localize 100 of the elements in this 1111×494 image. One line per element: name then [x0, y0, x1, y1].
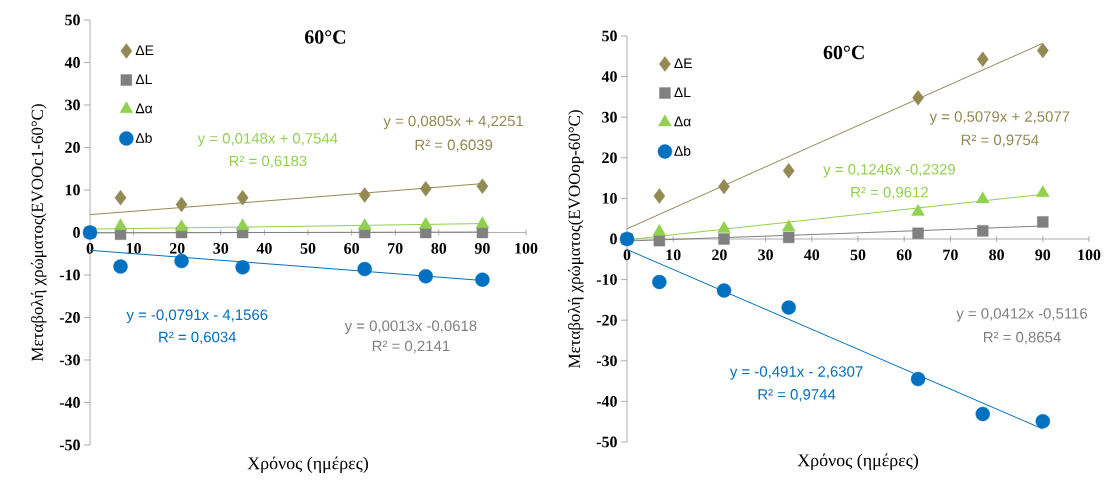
- y-tick-label: 10: [602, 193, 617, 204]
- annotation: R² = 0,2141: [372, 340, 450, 353]
- annotation: R² = 0,6183: [229, 155, 307, 169]
- annotation: R² = 0,6034: [159, 331, 237, 345]
- point: [717, 221, 731, 233]
- y-tick-label: 50: [65, 14, 80, 26]
- point: [976, 191, 990, 204]
- y-tick-label: -30: [596, 355, 617, 367]
- y-tick-label: -40: [59, 397, 80, 408]
- point: [475, 272, 490, 287]
- y-tick-label: -50: [59, 439, 80, 451]
- point: [782, 163, 795, 179]
- legend-label: ΔE: [674, 58, 692, 69]
- y-tick-label: -40: [596, 396, 617, 407]
- x-tick-label: 0: [86, 243, 94, 254]
- point: [653, 188, 666, 204]
- point: [1035, 414, 1051, 429]
- point: [1037, 216, 1049, 228]
- y-tick-label: 10: [65, 184, 80, 196]
- legend-label: Δα: [674, 116, 691, 127]
- annotation: R² = 0,8654: [983, 331, 1061, 345]
- point: [1036, 185, 1050, 198]
- point: [977, 225, 989, 237]
- x-tick-label: 100: [515, 243, 538, 254]
- point: [475, 216, 490, 228]
- y-tick-label: -30: [59, 354, 80, 366]
- point: [358, 187, 371, 203]
- y-tick-label: 50: [602, 30, 617, 42]
- x-tick-label: 80: [989, 249, 1004, 261]
- annotation: y = 0,0148x + 0,7544: [197, 133, 338, 147]
- point: [175, 196, 188, 213]
- point: [912, 90, 924, 106]
- x-tick-label: 70: [943, 249, 958, 261]
- point: [652, 223, 667, 236]
- point: [652, 274, 667, 290]
- x-tick-label: 50: [300, 243, 316, 254]
- point: [235, 218, 250, 231]
- x-tick-label: 20: [712, 249, 727, 261]
- annotation: y = 0,0412x -0,5116: [956, 308, 1088, 322]
- point: [235, 260, 250, 275]
- point: [114, 189, 127, 206]
- y-tick-label: 0: [73, 227, 80, 238]
- annotation: y = 0,0805x + 4,2251: [383, 115, 524, 130]
- x-tick-label: 10: [126, 243, 141, 254]
- point: [357, 218, 372, 231]
- point: [781, 300, 796, 315]
- legend-label: ΔL: [674, 87, 691, 98]
- x-axis-title: Χρόνος (ημέρες): [247, 456, 368, 473]
- point: [718, 178, 730, 195]
- y-tick-label: -20: [596, 314, 617, 326]
- x-tick-label: 40: [804, 249, 820, 261]
- annotation: R² = 0,9744: [758, 389, 836, 402]
- legend-label: Δb: [674, 145, 691, 156]
- y-tick-label: -20: [59, 312, 80, 323]
- annotation: y = -0,0791x - 4,1566: [126, 309, 268, 323]
- point: [476, 226, 489, 239]
- y-axis-title: Μεταβολή χρώματος(EVOOc1-60°C): [30, 104, 47, 362]
- point: [783, 231, 795, 244]
- x-tick-label: 30: [758, 249, 773, 261]
- point: [653, 234, 666, 247]
- y-tick-label: 20: [602, 152, 617, 164]
- y-tick-label: 30: [65, 99, 80, 111]
- legend-label: ΔE: [135, 45, 154, 56]
- point: [174, 219, 189, 231]
- point: [912, 227, 924, 239]
- annotation: y = 0,5079x + 2,5077: [929, 111, 1070, 125]
- annotation: R² = 0,9612: [851, 186, 928, 200]
- y-tick-label: 40: [601, 71, 617, 82]
- annotation: R² = 0,9754: [961, 134, 1039, 147]
- point: [718, 233, 730, 245]
- point: [174, 253, 189, 269]
- point: [910, 371, 926, 387]
- chart-title: 60°C: [823, 45, 864, 60]
- annotation: y = 0,1246x -0,2329: [823, 164, 955, 178]
- y-tick-label: -10: [596, 274, 617, 285]
- y-axis-title: Μεταβολή χρώματος(EVOOop-60°C): [567, 110, 584, 369]
- point: [1036, 42, 1049, 59]
- y-tick-label: 40: [64, 57, 80, 68]
- x-tick-label: 90: [474, 243, 490, 254]
- legend-label: Δb: [135, 132, 152, 143]
- y-tick-label: 30: [602, 111, 617, 123]
- x-axis-title: Χρόνος (ημέρες): [797, 453, 919, 470]
- x-tick-label: 40: [256, 243, 272, 254]
- x-tick-label: 90: [1035, 249, 1051, 261]
- annotation: y = 0,0013x -0,0618: [344, 320, 477, 335]
- x-tick-label: 50: [850, 249, 866, 261]
- x-tick-label: 60: [344, 243, 359, 254]
- point: [975, 406, 990, 422]
- point: [113, 218, 128, 231]
- point: [418, 269, 433, 284]
- point: [419, 181, 432, 197]
- legend-label: Δα: [135, 103, 153, 114]
- point: [716, 283, 732, 298]
- y-tick-label: 0: [610, 233, 617, 245]
- chart-title: 60°C: [304, 30, 346, 44]
- point: [236, 189, 249, 206]
- x-tick-label: 100: [1078, 249, 1101, 261]
- point: [113, 259, 128, 274]
- x-tick-label: 80: [431, 243, 447, 254]
- x-tick-label: 30: [213, 243, 229, 254]
